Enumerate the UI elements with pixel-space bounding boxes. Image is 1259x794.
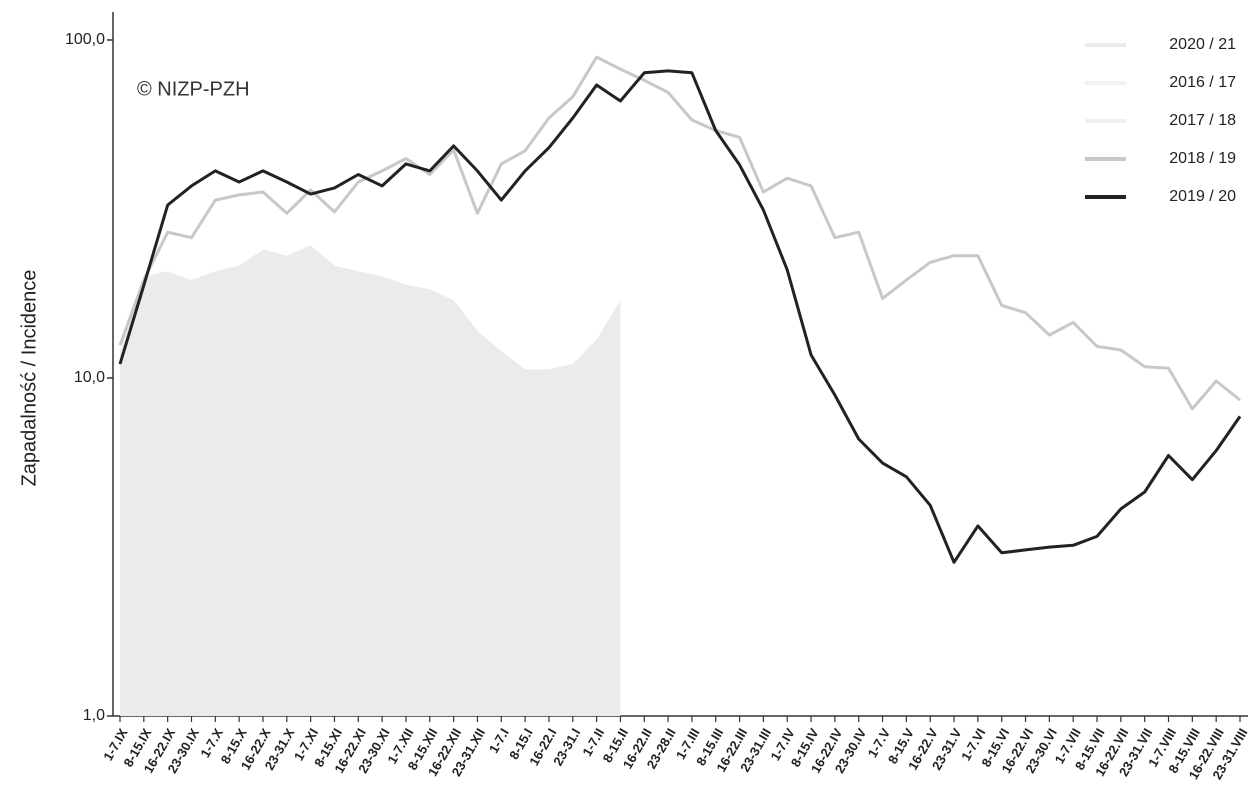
- y-axis-label: Zapadalność / Incidence: [18, 270, 40, 487]
- legend-label: 2017 / 18: [1169, 112, 1236, 129]
- y-tick-label: 100,0: [65, 31, 105, 48]
- series-line: [118, 55, 1241, 411]
- y-tick-label: 10,0: [74, 369, 105, 386]
- series-line: [118, 69, 1242, 564]
- legend-label: 2020 / 21: [1169, 36, 1236, 53]
- legend-label: 2016 / 17: [1169, 74, 1236, 91]
- legend-label: 2018 / 19: [1169, 150, 1236, 167]
- y-tick-label: 1,0: [83, 707, 105, 724]
- legend-label: 2019 / 20: [1169, 188, 1236, 205]
- annotation: © NIZP-PZH: [137, 78, 250, 100]
- series-area: [120, 245, 621, 717]
